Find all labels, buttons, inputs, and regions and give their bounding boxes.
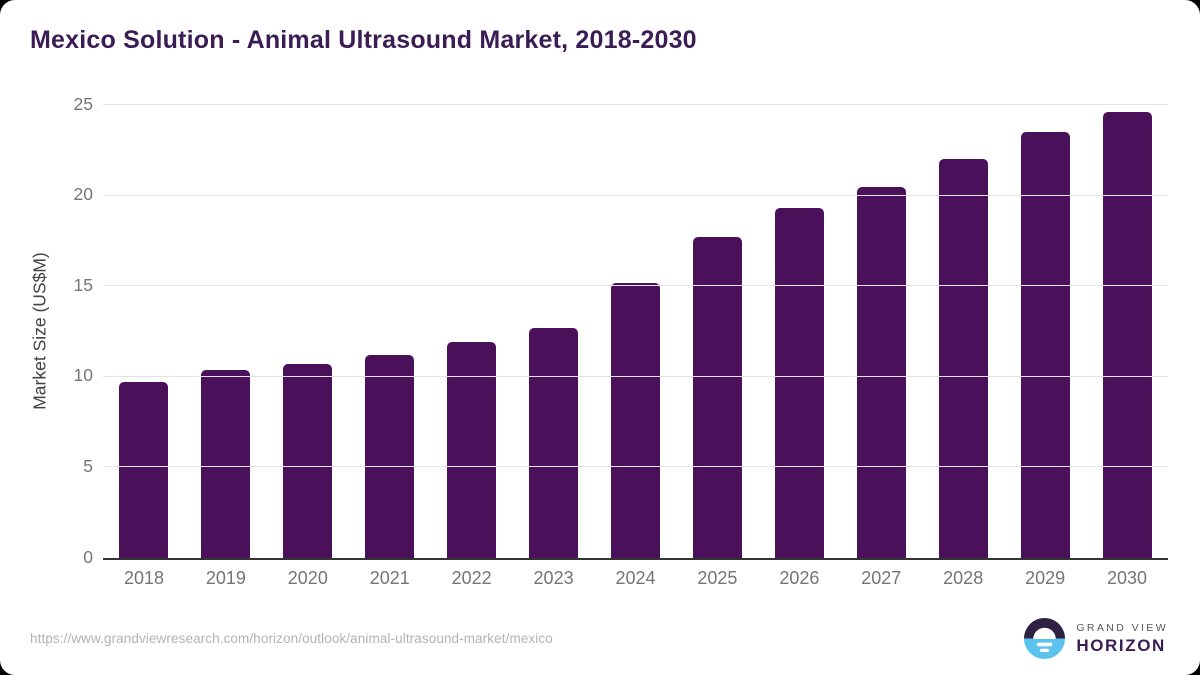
horizon-sun-icon [1024,618,1066,659]
gridline [103,194,1168,196]
x-tick-label: 2020 [287,568,328,588]
y-tick-label: 5 [83,455,93,476]
bar-2018 [119,382,169,558]
bar-2026 [774,208,824,558]
x-tick-label: 2030 [1107,568,1148,588]
logo-text-grand-view: GRAND VIEW [1076,621,1168,634]
bar-slot [840,105,922,558]
bar-2025 [692,237,742,558]
x-tick-label: 2025 [697,568,738,588]
bar-slot [1004,105,1086,558]
bar-2021 [365,355,415,558]
bar-2027 [856,186,906,558]
bar-2020 [283,364,333,558]
page-title: Mexico Solution - Animal Ultrasound Mark… [30,26,697,54]
bar-slot [513,105,595,558]
x-tick-label: 2018 [123,568,164,588]
y-tick-label: 15 [73,274,93,295]
bar-slot [103,105,185,558]
logo-wordmark: GRAND VIEW HORIZON [1076,623,1168,655]
logo-text-horizon: HORIZON [1076,636,1166,656]
y-tick-label: 0 [83,546,93,567]
gridline [103,466,1168,468]
bars-row [103,105,1168,558]
bar-slot [758,105,840,558]
x-tick-label: 2022 [451,568,492,588]
grand-view-horizon-logo: GRAND VIEW HORIZON [1024,618,1168,659]
bar-slot [267,105,349,558]
x-tick-label: 2019 [205,568,246,588]
bar-slot [349,105,431,558]
bar-2030 [1102,112,1152,558]
gridline [103,104,1168,105]
bar-slot [922,105,1004,558]
bar-slot [595,105,677,558]
plot-area: 0 5 10 15 20 25 [74,95,1168,565]
y-tick-label: 10 [73,365,93,386]
x-tick-label: 2026 [779,568,820,588]
bar-2023 [529,327,579,558]
bar-2024 [610,282,660,558]
bar-2028 [938,159,988,558]
x-tick-label: 2024 [615,568,656,588]
y-tick-label: 25 [73,93,93,114]
bar-slot [1086,105,1168,558]
x-tick-label: 2027 [861,568,902,588]
bar-slot [185,105,267,558]
gridline [103,285,1168,287]
bar-2019 [201,369,251,558]
x-tick-label: 2023 [533,568,574,588]
bar-slot [431,105,513,558]
bar-2029 [1020,132,1070,558]
source-url: https://www.grandviewresearch.com/horizo… [30,631,553,646]
bar-2022 [447,342,497,558]
gridline [103,375,1168,377]
x-tick-label: 2028 [943,568,984,588]
x-tick-label: 2021 [369,568,410,588]
bar-slot [676,105,758,558]
x-tick-label: 2029 [1025,568,1066,588]
x-axis-labels: 2018 2019 2020 2021 2022 2023 2024 2025 2026 2027… [103,568,1168,589]
y-tick-label: 20 [73,184,93,205]
